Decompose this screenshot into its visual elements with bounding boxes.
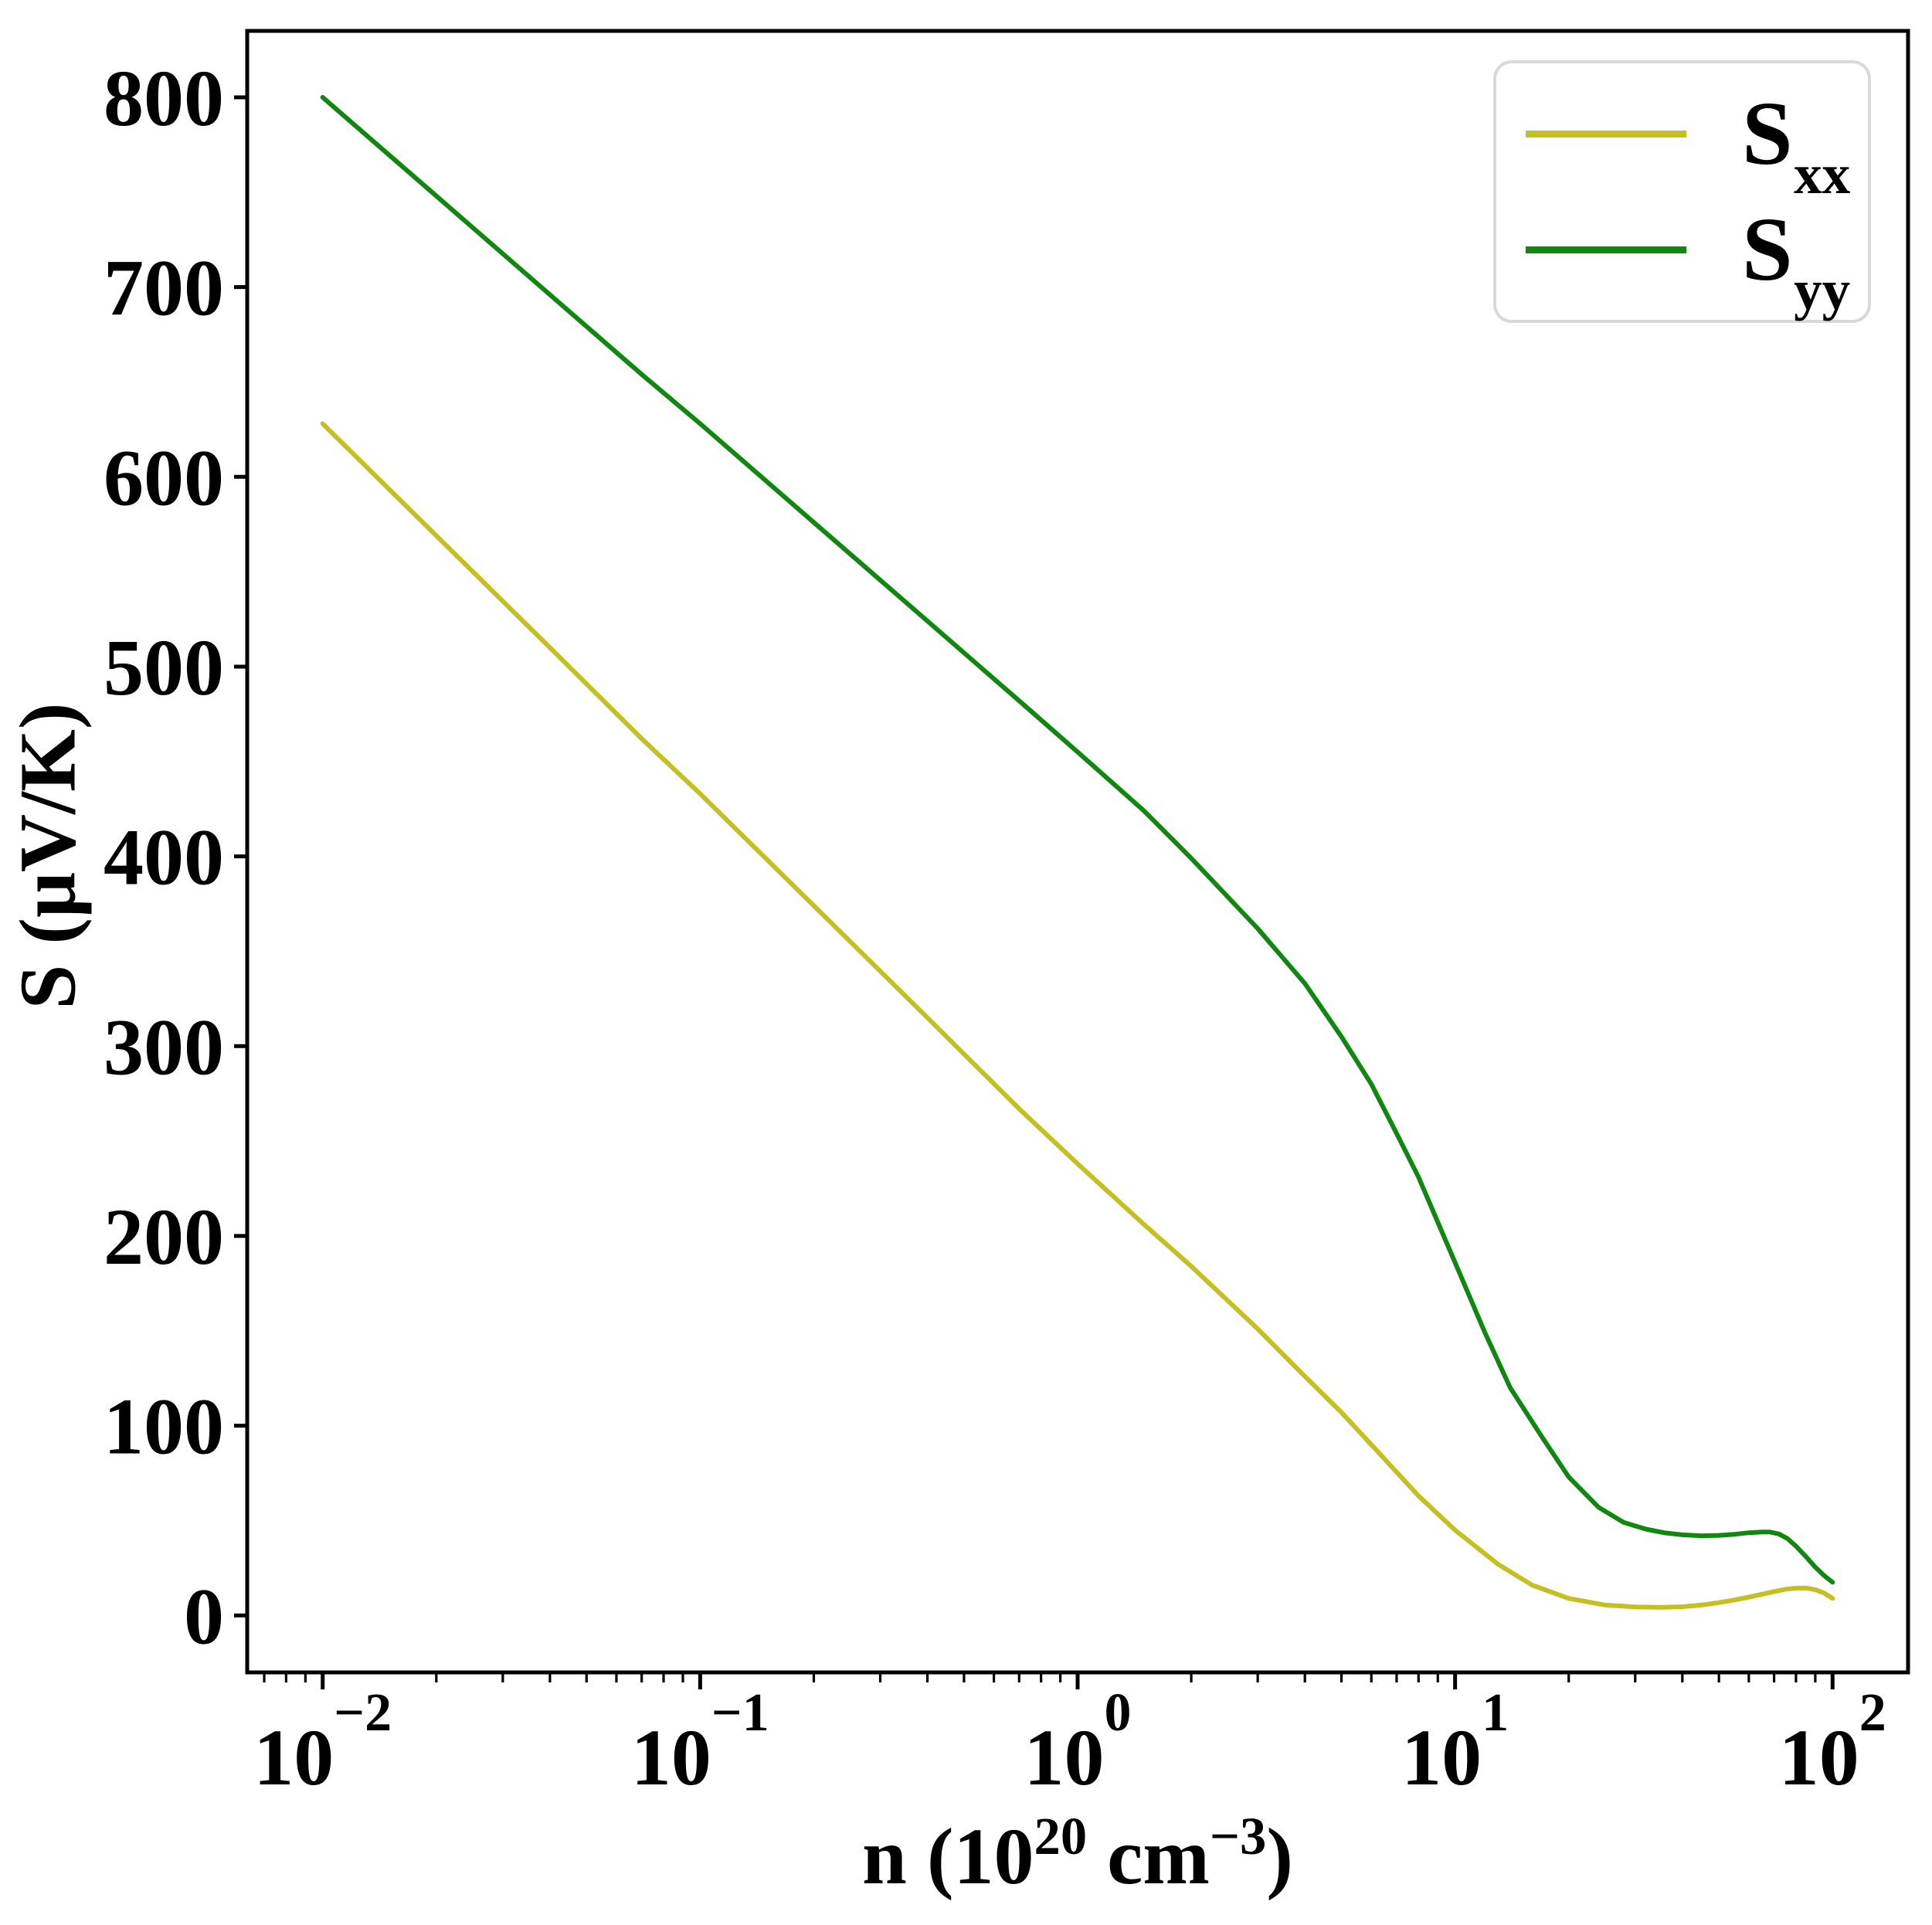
legend-label-syy: Syy bbox=[1742, 204, 1850, 318]
y-axis-tick-label: 200 bbox=[104, 1193, 224, 1282]
x-axis-title-exponent-20: 20 bbox=[1034, 1807, 1088, 1866]
y-axis-tick-label: 300 bbox=[104, 1003, 224, 1092]
x-axis-tick-label: 101 bbox=[1401, 1683, 1509, 1802]
x-axis-title-suffix: ) bbox=[1266, 1812, 1293, 1901]
y-axis-tick-label: 100 bbox=[104, 1383, 224, 1472]
legend-box: Sxx Syy bbox=[1493, 60, 1871, 323]
legend-entry-sxx: Sxx bbox=[1496, 88, 1868, 202]
legend-line-sxx bbox=[1526, 130, 1686, 138]
x-axis-tick-label: 100 bbox=[1024, 1683, 1132, 1802]
x-axis-tick-label: 10−2 bbox=[253, 1683, 392, 1802]
legend-label-sxx: Sxx bbox=[1742, 88, 1850, 202]
legend-label-syy-sub: yy bbox=[1794, 258, 1851, 321]
y-axis-tick-label: 800 bbox=[104, 54, 224, 143]
x-axis-title-prefix: n (10 bbox=[862, 1812, 1034, 1901]
legend-label-sxx-main: S bbox=[1742, 83, 1793, 184]
legend-line-syy bbox=[1526, 246, 1686, 253]
y-axis-tick-label: 0 bbox=[184, 1572, 224, 1661]
x-axis-title: n (1020 cm−3) bbox=[862, 1807, 1293, 1903]
legend-label-syy-main: S bbox=[1742, 199, 1793, 300]
axis-major-ticks bbox=[234, 95, 1835, 1689]
plot-border bbox=[245, 29, 1910, 1675]
y-axis-tick-label: 700 bbox=[104, 244, 224, 333]
axis-tick-labels: 10−2 10−1 100 101 102 0 100 200 300 400 500 600 700 8… bbox=[104, 54, 1886, 1802]
y-axis-tick-label: 600 bbox=[104, 433, 224, 522]
x-axis-tick-label: 10−1 bbox=[631, 1683, 769, 1802]
legend-label-sxx-sub: xx bbox=[1794, 142, 1851, 205]
series-line-s_yy bbox=[320, 95, 1835, 1585]
series-curves bbox=[320, 95, 1835, 1610]
y-axis-tick-label: 500 bbox=[104, 623, 224, 712]
legend-entry-syy: Syy bbox=[1496, 204, 1868, 318]
x-axis-title-mid: cm bbox=[1087, 1812, 1210, 1901]
y-axis-title: S (μV/K) bbox=[3, 702, 93, 1010]
x-axis-tick-label: 102 bbox=[1779, 1683, 1886, 1802]
y-axis-tick-label: 400 bbox=[104, 813, 224, 902]
series-line-s_xx bbox=[320, 421, 1835, 1610]
x-axis-title-exponent-minus3: −3 bbox=[1209, 1807, 1267, 1866]
